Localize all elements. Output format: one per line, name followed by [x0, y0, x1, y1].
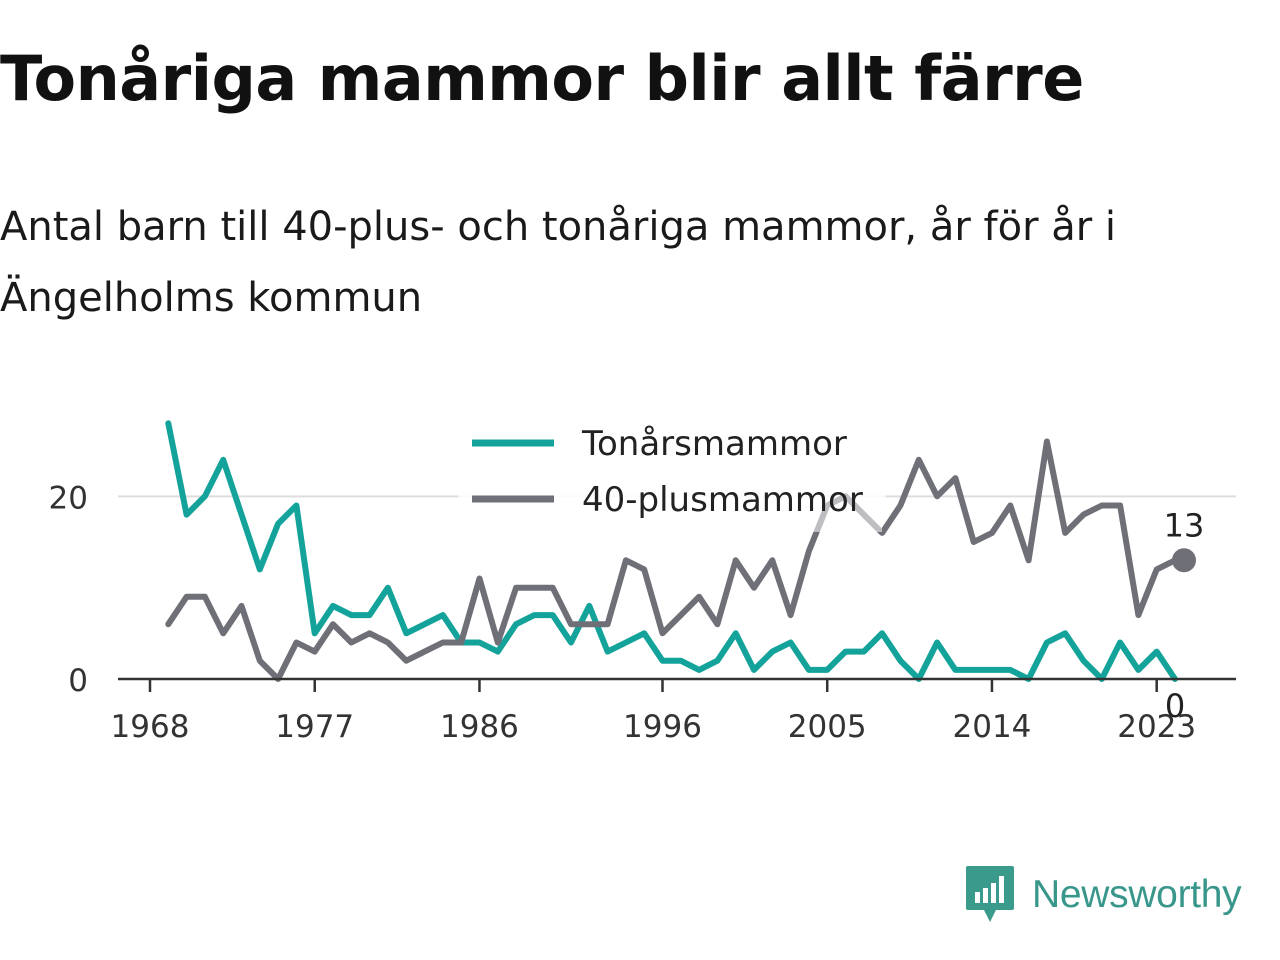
page-title: Tonåriga mammor blir allt färre	[0, 42, 1084, 115]
y-tick-label-1: 20	[49, 480, 88, 516]
end-label-0: 13	[1164, 506, 1205, 544]
newsworthy-logo-icon	[964, 864, 1016, 926]
y-tick-label-0: 0	[68, 663, 88, 699]
x-tick-label-6: 2023	[1117, 709, 1196, 745]
legend-label-0: Tonårsmammor	[581, 424, 847, 464]
x-tick-label-5: 2014	[953, 709, 1032, 745]
brand-name: Newsworthy	[1032, 873, 1241, 917]
x-tick-label-3: 1996	[623, 709, 702, 745]
end-marker-0	[1172, 548, 1196, 572]
x-tick-label-2: 1986	[440, 709, 519, 745]
brand-logo: Newsworthy	[964, 864, 1241, 926]
x-tick-label-1: 1977	[275, 709, 354, 745]
x-tick-label-0: 1968	[111, 709, 190, 745]
page-subtitle: Antal barn till 40-plus- och tonåriga ma…	[0, 192, 1260, 334]
legend-label-1: 40-plusmammor	[582, 480, 863, 520]
x-tick-label-4: 2005	[788, 709, 867, 745]
